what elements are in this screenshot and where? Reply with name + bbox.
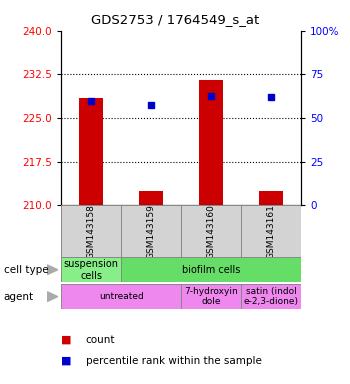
Text: 7-hydroxyin
dole: 7-hydroxyin dole [184, 287, 238, 306]
Polygon shape [47, 292, 58, 301]
Bar [241, 284, 301, 309]
Text: cell type: cell type [4, 265, 48, 275]
Text: GDS2753 / 1764549_s_at: GDS2753 / 1764549_s_at [91, 13, 259, 26]
Text: ■: ■ [61, 335, 72, 345]
Text: GSM143159: GSM143159 [147, 204, 156, 259]
Bar [181, 205, 241, 257]
Bar [259, 191, 283, 205]
Text: satin (indol
e-2,3-dione): satin (indol e-2,3-dione) [244, 287, 299, 306]
Bar [139, 191, 163, 205]
Text: GSM143161: GSM143161 [267, 204, 275, 259]
Bar [79, 98, 103, 205]
Bar [61, 205, 121, 257]
Bar [121, 205, 181, 257]
Bar [61, 257, 121, 282]
Bar [241, 205, 301, 257]
Bar [181, 284, 241, 309]
Text: biofilm cells: biofilm cells [182, 265, 240, 275]
Bar [61, 284, 181, 309]
Bar [199, 80, 223, 205]
Text: count: count [86, 335, 115, 345]
Text: GSM143160: GSM143160 [206, 204, 216, 259]
Text: percentile rank within the sample: percentile rank within the sample [86, 356, 262, 366]
Text: GSM143158: GSM143158 [87, 204, 96, 259]
Text: untreated: untreated [99, 292, 144, 301]
Text: agent: agent [4, 291, 34, 302]
Text: suspension
cells: suspension cells [64, 259, 119, 281]
Text: ■: ■ [61, 356, 72, 366]
Bar [121, 257, 301, 282]
Polygon shape [47, 265, 58, 275]
